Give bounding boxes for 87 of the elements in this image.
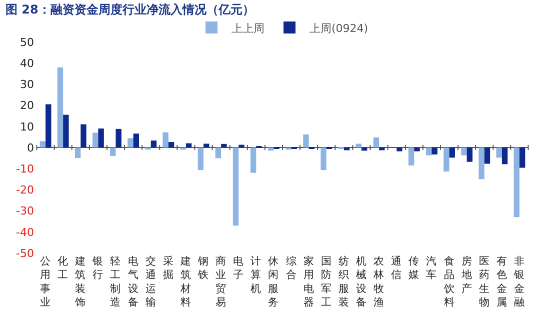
x-tick-label: 有色金属: [496, 256, 508, 308]
y-tick-label: 10: [20, 120, 34, 134]
bar: [198, 148, 204, 170]
x-tick-label: 国防军工: [320, 256, 332, 308]
bar: [361, 148, 368, 151]
bar: [221, 144, 227, 148]
x-tick-label: 计算机: [250, 254, 262, 295]
bar: [396, 148, 402, 152]
x-tick-label: 传媒: [408, 256, 420, 282]
x-tick-label: 电气设备: [128, 254, 139, 308]
x-tick-label: 医药生物: [478, 256, 490, 308]
bar: [432, 148, 438, 154]
bar: [461, 148, 467, 156]
bar: [250, 148, 256, 173]
bar: [444, 148, 450, 172]
y-tick-label: 30: [20, 78, 34, 92]
bar: [466, 148, 473, 162]
x-tick-label: 食品饮料: [442, 256, 455, 308]
x-tick-label: 商业贸易: [216, 254, 227, 308]
x-tick-label: 采掘: [162, 254, 174, 282]
bar: [204, 144, 210, 148]
y-tick-label: 20: [20, 99, 34, 112]
bar: [514, 148, 520, 218]
bar: [478, 148, 484, 180]
bar: [215, 148, 222, 158]
bar: [373, 137, 380, 148]
x-tick-label: 银行: [92, 256, 104, 282]
bar: [519, 148, 526, 168]
y-tick-label: -40: [16, 226, 34, 239]
bar: [133, 134, 139, 148]
bar: [426, 148, 432, 156]
bar: [303, 134, 309, 148]
bar: [502, 148, 508, 164]
x-tick-label: 汽车: [426, 256, 438, 282]
x-tick-label: 建筑材料: [179, 254, 192, 308]
bar: [63, 114, 69, 148]
legend-label: 上周(0924): [310, 22, 368, 35]
x-tick-label: 农林牧渔: [372, 256, 385, 308]
bar: [116, 128, 122, 148]
bar: [46, 104, 52, 148]
bar: [110, 148, 116, 156]
bar: [186, 143, 192, 148]
x-tick-label: 家用电器: [303, 254, 314, 308]
bar: [268, 148, 274, 151]
legend-label: 上上周: [232, 22, 264, 35]
bar: [379, 148, 385, 150]
y-tick-label: -20: [16, 184, 34, 197]
bar: [232, 148, 239, 226]
x-tick-label: 轻工制造: [110, 256, 122, 308]
x-tick-label: 综合: [286, 254, 297, 282]
bar: [408, 148, 414, 166]
x-tick-label: 纺织服装: [338, 254, 350, 308]
bar: [356, 144, 362, 148]
y-tick-label: 40: [20, 56, 34, 70]
x-tick-label: 化工: [58, 256, 69, 282]
x-tick-label: 建筑装饰: [74, 254, 86, 308]
y-tick-label: -30: [16, 204, 34, 218]
x-tick-label: 钢铁: [197, 256, 210, 282]
y-tick-label: 0: [27, 141, 34, 154]
bar: [320, 148, 326, 170]
x-tick-label: 房地产: [460, 254, 472, 295]
y-tick-label: -10: [16, 162, 34, 176]
x-tick-label: 交通运输: [145, 254, 156, 308]
x-tick-label: 非银金融: [512, 254, 525, 308]
bar: [162, 132, 168, 148]
bar: [57, 67, 64, 148]
bar: [496, 148, 502, 158]
bar: [74, 148, 81, 158]
bar: [414, 148, 420, 152]
bar: [40, 141, 46, 148]
x-tick-label: 公用事业: [40, 256, 52, 308]
bar: [92, 132, 98, 148]
x-tick-label: 休闲服务: [268, 256, 280, 308]
bar: [449, 148, 455, 158]
y-tick-label: 50: [20, 36, 34, 49]
bar: [484, 148, 490, 164]
bar: [98, 128, 104, 148]
bar: [238, 144, 244, 148]
x-tick-label: 电子: [233, 254, 244, 282]
y-tick-label: -50: [16, 246, 34, 260]
x-tick-label: 机械设备: [356, 256, 367, 308]
bar: [128, 138, 134, 148]
chart-title: 图 28：融资资金周度行业净流入情况（亿元）: [6, 2, 254, 16]
bar: [80, 124, 86, 148]
x-tick-label: 通信: [391, 254, 402, 282]
bar: [168, 142, 174, 148]
bar: [150, 140, 157, 148]
